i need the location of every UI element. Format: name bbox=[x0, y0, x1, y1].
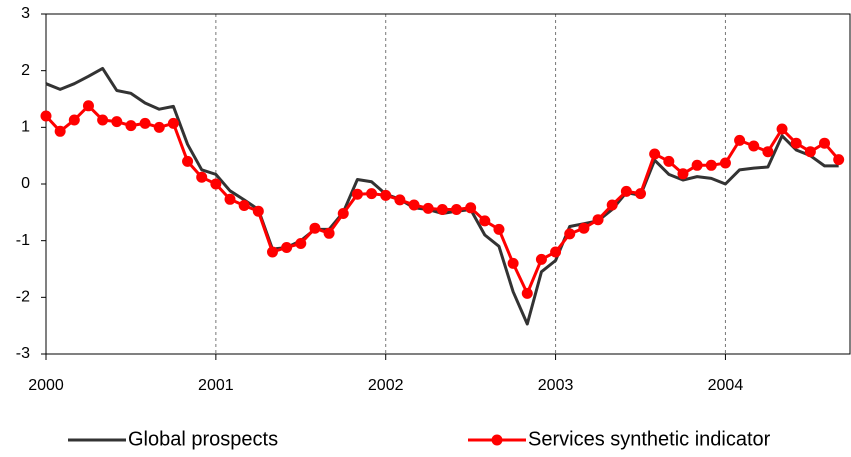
point bbox=[394, 194, 406, 206]
point bbox=[465, 202, 477, 214]
y-tick-label: 0 bbox=[21, 175, 30, 192]
point bbox=[281, 241, 293, 253]
point bbox=[535, 253, 547, 265]
point bbox=[663, 155, 675, 167]
point bbox=[521, 287, 533, 299]
point bbox=[691, 159, 703, 171]
point bbox=[224, 193, 236, 205]
legend-marker bbox=[491, 434, 503, 446]
point bbox=[790, 137, 802, 149]
point bbox=[238, 200, 250, 212]
point bbox=[408, 199, 420, 211]
point bbox=[819, 137, 831, 149]
point bbox=[592, 214, 604, 226]
point bbox=[550, 246, 562, 258]
point bbox=[295, 238, 307, 249]
point bbox=[309, 222, 321, 234]
point bbox=[125, 120, 137, 132]
point bbox=[97, 114, 109, 126]
x-tick-label: 2001 bbox=[198, 377, 234, 394]
point bbox=[167, 117, 179, 129]
point bbox=[606, 199, 618, 211]
point bbox=[620, 185, 632, 197]
y-tick-label: -3 bbox=[16, 345, 30, 362]
point bbox=[762, 146, 774, 158]
point bbox=[153, 121, 165, 133]
series-line bbox=[45, 66, 839, 326]
y-tick-label: -1 bbox=[16, 232, 30, 249]
point bbox=[111, 116, 123, 128]
point bbox=[351, 188, 363, 200]
x-tick-label: 2003 bbox=[538, 377, 574, 394]
point bbox=[635, 188, 647, 200]
point bbox=[82, 100, 94, 112]
y-tick-label: 1 bbox=[21, 119, 30, 136]
point bbox=[40, 110, 52, 122]
point bbox=[252, 205, 264, 217]
point bbox=[705, 159, 717, 171]
point bbox=[833, 154, 845, 166]
point bbox=[804, 146, 816, 158]
point bbox=[564, 228, 576, 240]
series-line bbox=[44, 104, 840, 295]
point bbox=[719, 157, 731, 169]
point bbox=[578, 222, 590, 234]
point bbox=[507, 257, 519, 269]
point bbox=[649, 148, 661, 160]
x-tick-label: 2004 bbox=[708, 377, 744, 394]
point bbox=[450, 204, 462, 215]
point bbox=[380, 189, 392, 201]
plot-frame bbox=[45, 13, 851, 355]
y-tick-label: 3 bbox=[21, 5, 30, 22]
point bbox=[266, 246, 278, 258]
y-tick-label: 2 bbox=[21, 62, 30, 79]
legend-label: Global prospects bbox=[128, 428, 278, 450]
point bbox=[337, 207, 349, 219]
point bbox=[210, 178, 222, 190]
point bbox=[139, 117, 151, 129]
point bbox=[776, 123, 788, 135]
point bbox=[748, 140, 760, 152]
point bbox=[366, 188, 378, 200]
point bbox=[182, 155, 194, 167]
point bbox=[323, 227, 335, 239]
point bbox=[493, 223, 505, 235]
y-tick-label: -2 bbox=[16, 289, 30, 306]
point bbox=[677, 168, 689, 180]
x-tick-label: 2000 bbox=[28, 377, 64, 394]
point bbox=[68, 114, 80, 126]
point bbox=[734, 134, 746, 146]
point bbox=[54, 125, 66, 137]
x-tick-label: 2002 bbox=[368, 377, 404, 394]
point bbox=[422, 202, 434, 214]
point bbox=[196, 171, 208, 183]
point bbox=[436, 204, 448, 215]
point bbox=[479, 215, 491, 227]
legend-label: Services synthetic indicator bbox=[528, 428, 771, 450]
